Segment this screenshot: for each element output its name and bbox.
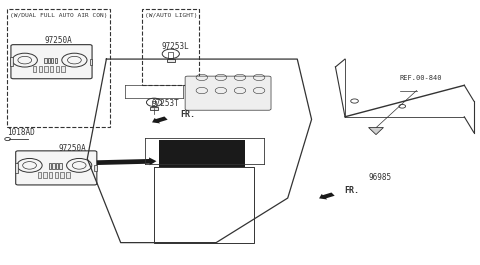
- Text: 96985: 96985: [369, 173, 392, 182]
- Text: (W/AUTO LIGHT): (W/AUTO LIGHT): [144, 13, 197, 18]
- Bar: [49, 163, 51, 169]
- Text: (W/DUAL FULL AUTO AIR CON): (W/DUAL FULL AUTO AIR CON): [10, 13, 107, 18]
- Bar: [50, 66, 53, 72]
- Bar: [55, 58, 57, 63]
- Bar: [90, 59, 92, 65]
- Bar: [49, 172, 52, 178]
- Text: 1018AD: 1018AD: [7, 128, 35, 137]
- Bar: [159, 140, 245, 167]
- Bar: [167, 59, 175, 62]
- Bar: [142, 9, 199, 85]
- Bar: [7, 9, 110, 127]
- Bar: [60, 172, 64, 178]
- FancyArrow shape: [152, 117, 168, 123]
- Bar: [15, 163, 18, 173]
- Bar: [150, 107, 158, 110]
- Bar: [60, 163, 61, 169]
- Bar: [48, 58, 50, 63]
- Bar: [44, 58, 47, 63]
- FancyBboxPatch shape: [11, 45, 92, 79]
- Text: 97250A: 97250A: [59, 144, 86, 153]
- Bar: [56, 66, 59, 72]
- Bar: [55, 172, 58, 178]
- Bar: [37, 172, 41, 178]
- FancyArrow shape: [319, 192, 335, 200]
- FancyBboxPatch shape: [16, 151, 97, 185]
- Bar: [66, 172, 70, 178]
- Text: REF.00-840: REF.00-840: [400, 75, 443, 81]
- Bar: [61, 66, 65, 72]
- Text: 97250A: 97250A: [44, 36, 72, 45]
- Bar: [38, 66, 42, 72]
- Bar: [95, 165, 97, 171]
- FancyArrow shape: [96, 157, 156, 165]
- Bar: [56, 163, 58, 169]
- Bar: [10, 57, 13, 67]
- FancyBboxPatch shape: [185, 76, 271, 110]
- Text: 97253L: 97253L: [161, 42, 189, 51]
- Text: FR.: FR.: [344, 186, 359, 195]
- Bar: [44, 66, 48, 72]
- Bar: [43, 172, 47, 178]
- Text: FR.: FR.: [180, 110, 195, 119]
- Bar: [33, 66, 36, 72]
- Text: 97253T: 97253T: [152, 99, 180, 108]
- Bar: [51, 58, 53, 63]
- Bar: [52, 163, 55, 169]
